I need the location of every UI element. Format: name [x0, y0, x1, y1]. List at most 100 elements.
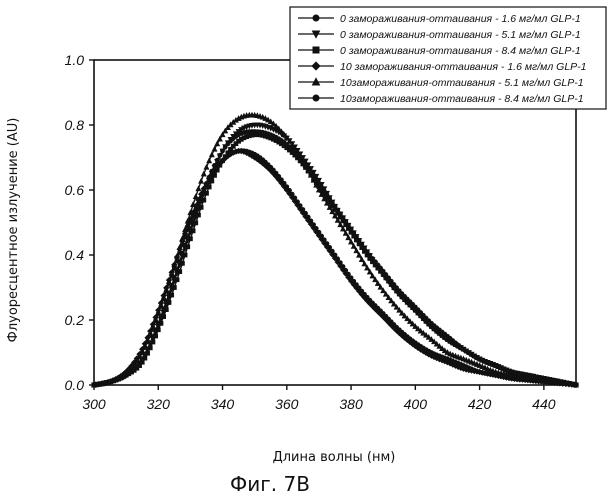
- data-point: [204, 181, 208, 185]
- data-point: [306, 166, 310, 170]
- data-point: [220, 149, 224, 153]
- data-point: [167, 291, 171, 295]
- series-4: [91, 148, 578, 387]
- legend-entry-label: 0 замораживания-оттаивания - 8.4 мг/мл G…: [340, 45, 581, 57]
- data-point: [349, 227, 353, 231]
- data-point: [194, 211, 198, 215]
- data-point: [159, 314, 163, 318]
- data-point: [314, 178, 318, 182]
- y-axis-ticks: 0.0 0.2 0.4 0.6 0.8 1.0: [65, 52, 94, 393]
- legend-entry-label: 10 замораживания-оттаивания - 1.6 мг/мл …: [340, 61, 587, 73]
- data-point: [162, 307, 166, 311]
- data-point: [341, 216, 345, 220]
- data-point: [199, 178, 204, 183]
- data-point: [344, 219, 348, 223]
- series-layer: [91, 112, 578, 387]
- series-5: [91, 112, 578, 387]
- data-point: [357, 238, 361, 242]
- data-point: [153, 328, 157, 332]
- x-axis-ticks: 300 320 340 360 380 400 420 440: [82, 385, 555, 412]
- data-point: [320, 185, 324, 189]
- data-point: [210, 169, 214, 173]
- figure-caption: Фиг. 7B: [230, 472, 310, 496]
- data-point: [330, 200, 334, 204]
- x-tick-label: 360: [275, 396, 299, 412]
- data-point: [170, 284, 174, 288]
- data-point: [196, 203, 200, 207]
- data-point: [207, 175, 211, 179]
- y-tick-label: 0.0: [65, 377, 85, 393]
- x-tick-label: 340: [211, 396, 235, 412]
- data-point: [188, 227, 192, 231]
- data-point: [186, 235, 190, 239]
- data-point: [178, 260, 182, 264]
- data-point: [164, 299, 168, 303]
- legend-entry-label: 10замораживания-оттаивания - 5.1 мг/мл G…: [340, 77, 584, 89]
- series-line: [94, 151, 576, 385]
- data-point: [137, 361, 141, 365]
- data-point: [156, 321, 160, 325]
- x-tick-label: 320: [147, 396, 171, 412]
- data-point: [196, 186, 201, 191]
- x-tick-label: 300: [82, 396, 106, 412]
- data-point: [346, 223, 350, 227]
- data-point: [148, 341, 152, 345]
- data-point: [317, 181, 321, 185]
- data-point: [202, 188, 206, 192]
- data-point: [215, 158, 219, 162]
- series-1: [92, 149, 578, 388]
- data-point: [574, 383, 578, 387]
- data-point: [175, 268, 179, 272]
- legend-marker: [313, 47, 319, 53]
- data-point: [309, 170, 313, 174]
- legend-entry-label: 10замораживания-оттаивания - 8.4 мг/мл G…: [340, 93, 584, 105]
- series-line: [94, 151, 576, 385]
- y-tick-label: 1.0: [65, 52, 85, 68]
- x-tick-label: 380: [339, 396, 363, 412]
- x-tick-label: 400: [404, 396, 428, 412]
- data-point: [209, 152, 214, 157]
- data-point: [183, 243, 187, 247]
- data-point: [352, 231, 356, 235]
- data-point: [354, 235, 358, 239]
- data-point: [191, 219, 195, 223]
- data-point: [333, 204, 337, 208]
- data-point: [336, 208, 340, 212]
- data-point: [322, 189, 326, 193]
- legend-entry-label: 0 замораживания-оттаивания - 1.6 мг/мл G…: [340, 13, 581, 25]
- data-point: [362, 246, 366, 250]
- data-point: [199, 195, 203, 199]
- data-point: [311, 174, 315, 178]
- legend: 0 замораживания-оттаивания - 1.6 мг/мл G…: [290, 7, 606, 109]
- data-point: [193, 194, 198, 199]
- y-tick-label: 0.8: [65, 117, 85, 133]
- x-tick-label: 440: [532, 396, 556, 412]
- legend-marker: [313, 95, 319, 101]
- legend-marker: [313, 15, 319, 21]
- data-point: [338, 212, 342, 216]
- y-axis-label: Флуоресцентное излучение (AU): [6, 118, 21, 343]
- data-point: [180, 251, 184, 255]
- x-axis-label: Длина волны (нм): [273, 450, 396, 465]
- data-point: [143, 352, 147, 356]
- data-point: [218, 153, 222, 157]
- y-tick-label: 0.4: [65, 247, 85, 263]
- data-point: [172, 276, 176, 280]
- data-point: [325, 193, 329, 197]
- series-line: [94, 115, 576, 385]
- data-point: [204, 165, 209, 170]
- y-tick-label: 0.2: [65, 312, 85, 328]
- data-point: [303, 162, 307, 166]
- data-point: [328, 197, 332, 201]
- data-point: [140, 357, 144, 361]
- data-point: [145, 347, 149, 351]
- data-point: [201, 171, 206, 176]
- data-point: [151, 335, 155, 339]
- data-point: [360, 242, 364, 246]
- legend-entry-label: 0 замораживания-оттаивания - 5.1 мг/мл G…: [340, 29, 581, 41]
- data-point: [212, 163, 216, 167]
- data-point: [207, 158, 212, 163]
- x-tick-label: 420: [468, 396, 492, 412]
- y-tick-label: 0.6: [65, 182, 85, 198]
